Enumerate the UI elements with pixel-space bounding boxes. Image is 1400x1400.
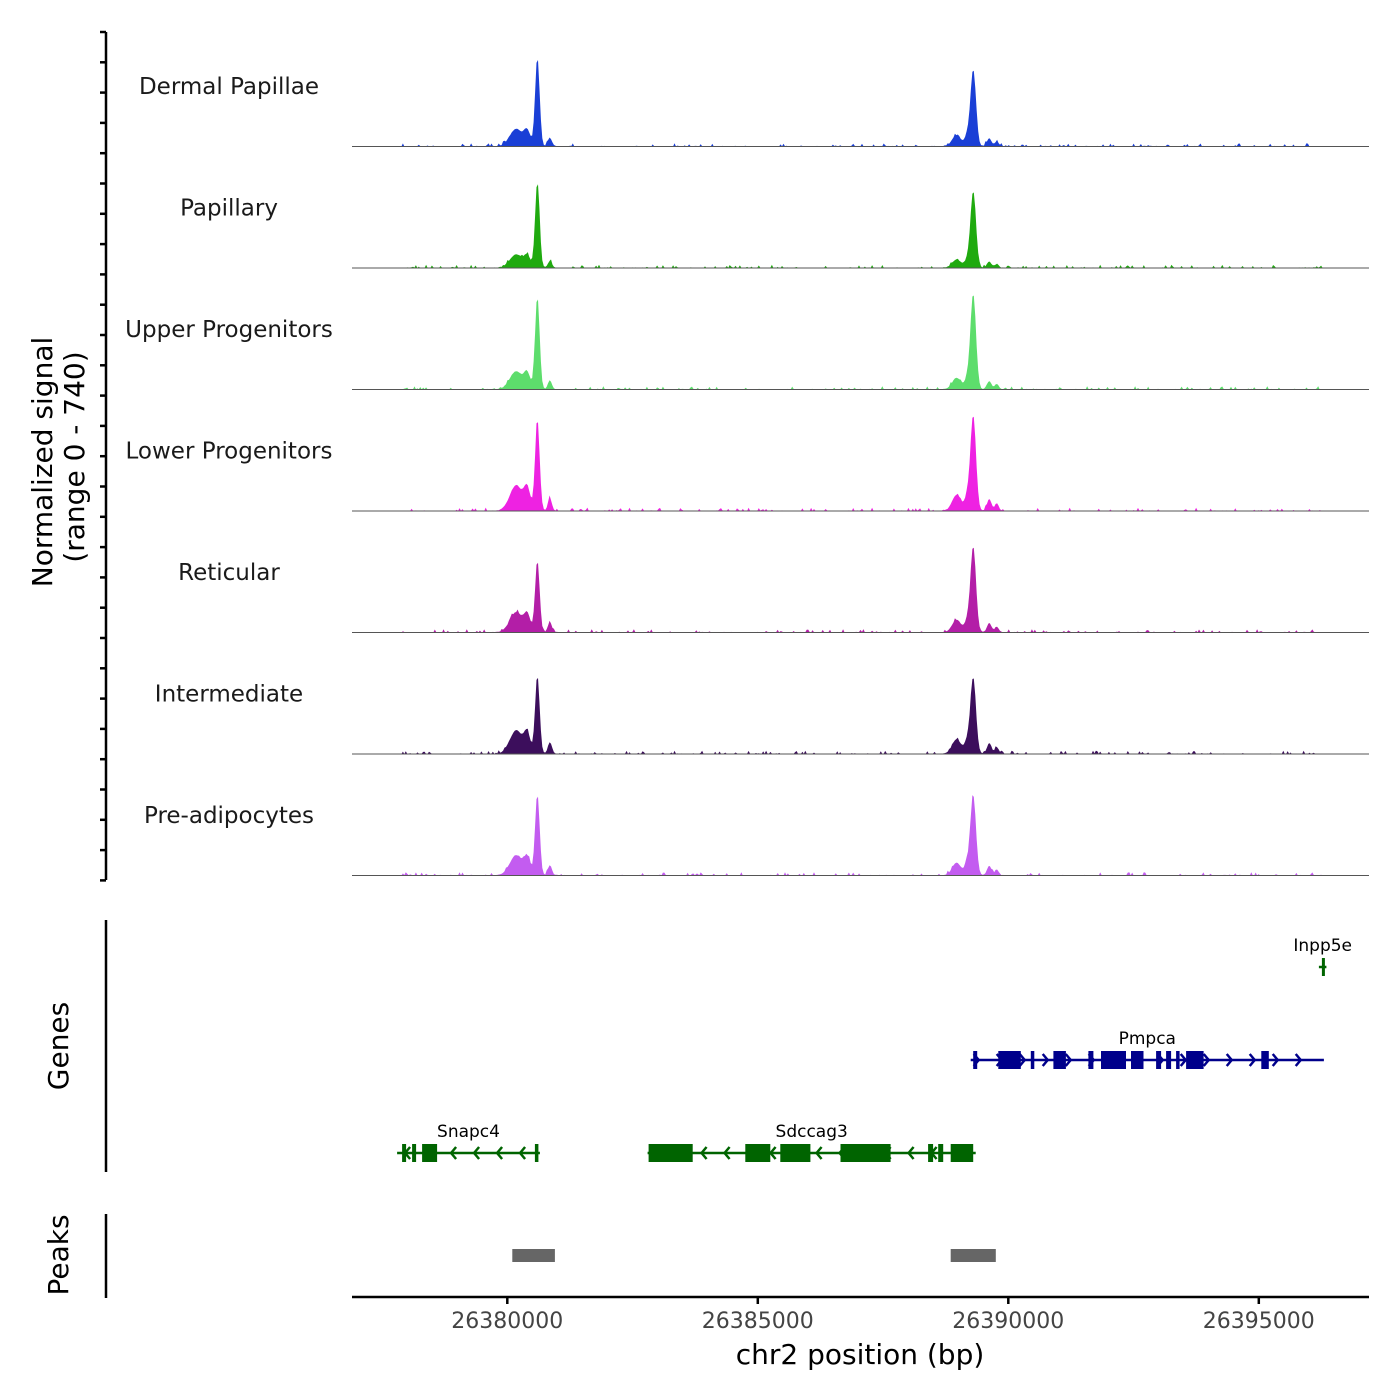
track-signal-area (352, 416, 1369, 511)
strand-arrow (906, 1146, 915, 1160)
peaks-panel: Peaks (42, 1214, 996, 1298)
gene-exon (1053, 1051, 1066, 1069)
strand-arrow (722, 1146, 731, 1160)
strand-arrow (1179, 1053, 1188, 1067)
gene-exon (973, 1051, 978, 1069)
gene-inpp5e: Inpp5e (1293, 936, 1352, 976)
x-tick-label: 26390000 (952, 1309, 1064, 1334)
peak-region (512, 1249, 555, 1262)
track-dermal-papillae: Dermal Papillae (139, 60, 1369, 147)
gene-sdccag3: Sdccag3 (647, 1122, 976, 1162)
track-upper-progenitors: Upper Progenitors (125, 295, 1369, 390)
gene-exon (1321, 958, 1325, 976)
strand-arrow (1202, 1053, 1211, 1067)
track-signal-area (352, 677, 1369, 754)
strand-arrow (1041, 1053, 1050, 1067)
strand-arrow (1248, 1053, 1257, 1067)
track-signal-area (352, 547, 1369, 633)
gene-exon (928, 1144, 934, 1162)
peak-regions (512, 1249, 996, 1262)
y-axis-title-range: (range 0 - 740) (58, 351, 91, 562)
peak-region (950, 1249, 996, 1262)
gene-label: Sdccag3 (776, 1122, 848, 1142)
track-papillary: Papillary (180, 184, 1369, 269)
strand-arrow (1271, 1053, 1280, 1067)
strand-arrow (1225, 1053, 1234, 1067)
x-tick-label: 26380000 (451, 1309, 563, 1334)
track-list: Dermal Papillae Papillary Upper Progenitor… (125, 60, 1369, 876)
track-intermediate: Intermediate (155, 677, 1369, 755)
track-pre-adipocytes: Pre-adipocytes (144, 795, 1369, 876)
gene-exon (534, 1144, 539, 1162)
x-axis-title: chr2 position (bp) (736, 1338, 985, 1371)
strand-arrow (814, 1146, 823, 1160)
gene-exon (422, 1144, 438, 1162)
gene-exon (1030, 1051, 1035, 1069)
track-signal-area (352, 295, 1369, 390)
x-tick-label: 26385000 (702, 1309, 814, 1334)
gene-exon (1101, 1051, 1126, 1069)
y-axis-title: Normalized signal (26, 337, 59, 588)
strand-arrow (1294, 1053, 1303, 1067)
strand-arrow (1018, 1053, 1027, 1067)
strand-arrow (495, 1146, 504, 1160)
track-label: Upper Progenitors (125, 317, 333, 343)
strand-arrow (699, 1146, 708, 1160)
gene-exon (1176, 1051, 1180, 1069)
gene-exon (1156, 1051, 1162, 1069)
gene-exon (1261, 1051, 1269, 1069)
x-tick-label: 26395000 (1203, 1309, 1315, 1334)
gene-exon (938, 1144, 944, 1162)
track-label: Lower Progenitors (126, 438, 333, 464)
gene-pmpca: Pmpca (970, 1029, 1324, 1069)
strand-arrow (472, 1146, 481, 1160)
track-signal-area (352, 60, 1369, 147)
gene-exon (745, 1144, 771, 1162)
coverage-y-ticks (100, 30, 106, 882)
gene-exon (950, 1144, 974, 1162)
gene-exon (840, 1144, 891, 1162)
gene-exon (998, 1051, 1021, 1069)
gene-exon (1131, 1051, 1144, 1069)
track-reticular: Reticular (178, 547, 1369, 633)
track-signal-area (352, 184, 1369, 268)
gene-models: Inpp5e Pmpca Snapc4 Sdccag3 (397, 936, 1352, 1162)
gene-label: Inpp5e (1293, 936, 1352, 956)
gene-exon (412, 1144, 417, 1162)
track-label: Intermediate (155, 681, 303, 707)
gene-exon (402, 1144, 407, 1162)
genes-panel: Genes Inpp5e Pmpca Snapc4 Sdccag3 (42, 920, 1352, 1172)
strand-arrow (449, 1146, 458, 1160)
x-axis-ticks: 26380000 26385000 26390000 26395000 (451, 1297, 1315, 1334)
track-signal-area (352, 795, 1369, 876)
gene-label: Pmpca (1119, 1029, 1176, 1049)
strand-arrow (1064, 1053, 1073, 1067)
peaks-panel-label: Peaks (42, 1214, 75, 1295)
gene-snapc4: Snapc4 (397, 1122, 540, 1162)
strand-arrow (518, 1146, 527, 1160)
gene-exon (1166, 1051, 1172, 1069)
gene-label: Snapc4 (437, 1122, 500, 1142)
gene-exon (1186, 1051, 1204, 1069)
gene-exon (648, 1144, 693, 1162)
track-label: Dermal Papillae (139, 74, 319, 100)
track-lower-progenitors: Lower Progenitors (126, 416, 1369, 512)
x-axis: 26380000 26385000 26390000 26395000 chr2 po… (352, 1295, 1369, 1371)
strand-arrow (768, 1146, 777, 1160)
genes-panel-label: Genes (42, 1002, 75, 1090)
coverage-tracks: Normalized signal (range 0 - 740) Dermal… (26, 30, 1369, 882)
gene-exon (1088, 1051, 1094, 1069)
track-label: Reticular (178, 560, 280, 586)
track-label: Papillary (180, 195, 278, 221)
track-label: Pre-adipocytes (144, 803, 314, 829)
gene-exon (780, 1144, 811, 1162)
